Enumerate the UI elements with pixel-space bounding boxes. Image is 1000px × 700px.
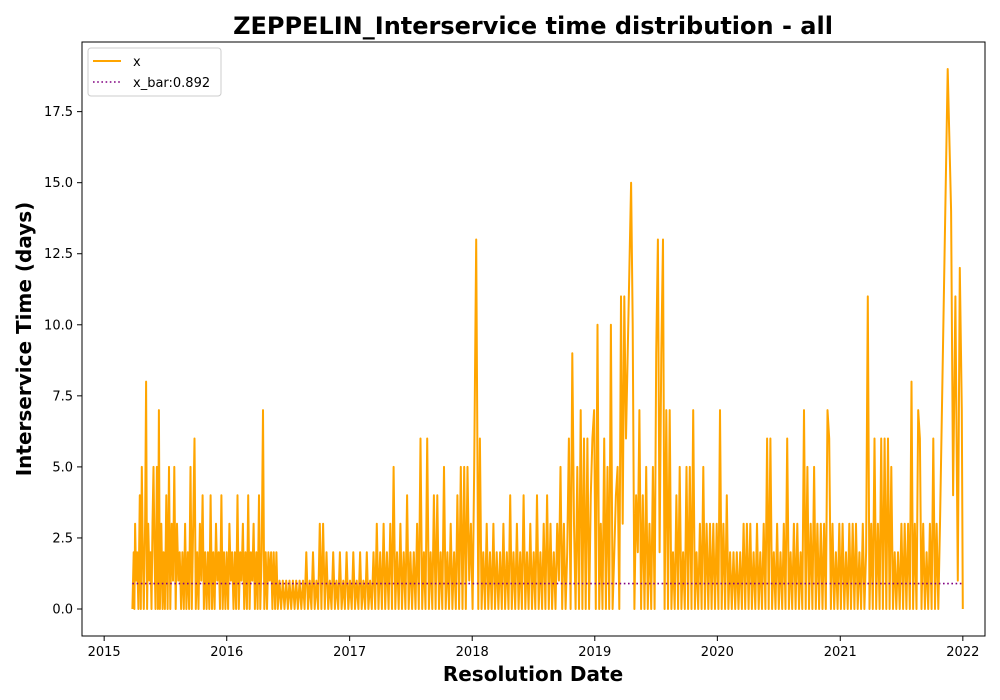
x-tick-label: 2022: [946, 645, 979, 660]
chart-title: ZEPPELIN_Interservice time distribution …: [233, 12, 833, 40]
series-line-x: [131, 68, 964, 610]
y-axis-label: Interservice Time (days): [12, 202, 36, 477]
plot-frame: [81, 41, 986, 637]
x-tick-label: 2019: [578, 645, 611, 660]
legend-label-x: x: [133, 55, 141, 70]
y-tick-label: 2.5: [52, 531, 73, 546]
x-tick-label: 2016: [210, 645, 243, 660]
x-tick-label: 2020: [701, 645, 734, 660]
y-axis: 0.0 2.5 5.0 7.5 10.0 12.5 15.0 17.5: [44, 105, 82, 618]
x-tick-label: 2021: [824, 645, 857, 660]
legend-label-x-bar: x_bar:0.892: [133, 76, 210, 91]
y-tick-label: 5.0: [52, 460, 73, 475]
x-tick-label: 2018: [456, 645, 489, 660]
x-tick-label: 2017: [333, 645, 366, 660]
y-tick-label: 0.0: [52, 603, 73, 618]
y-tick-label: 12.5: [44, 247, 73, 262]
y-tick-label: 17.5: [44, 105, 73, 120]
x-axis-label: Resolution Date: [443, 662, 623, 686]
x-axis: 2015 2016 2017 2018 2019 2020 2021 2022: [88, 636, 979, 660]
legend-box: [87, 47, 222, 97]
legend: x x_bar:0.892: [87, 47, 222, 97]
x-tick-label: 2015: [88, 645, 121, 660]
plot-area: 2015 2016 2017 2018 2019 2020 2021 2022 0.0 2.5 5…: [44, 41, 986, 660]
y-tick-label: 7.5: [52, 389, 73, 404]
y-tick-label: 15.0: [44, 176, 73, 191]
y-tick-label: 10.0: [44, 318, 73, 333]
series-layer: [131, 68, 964, 610]
